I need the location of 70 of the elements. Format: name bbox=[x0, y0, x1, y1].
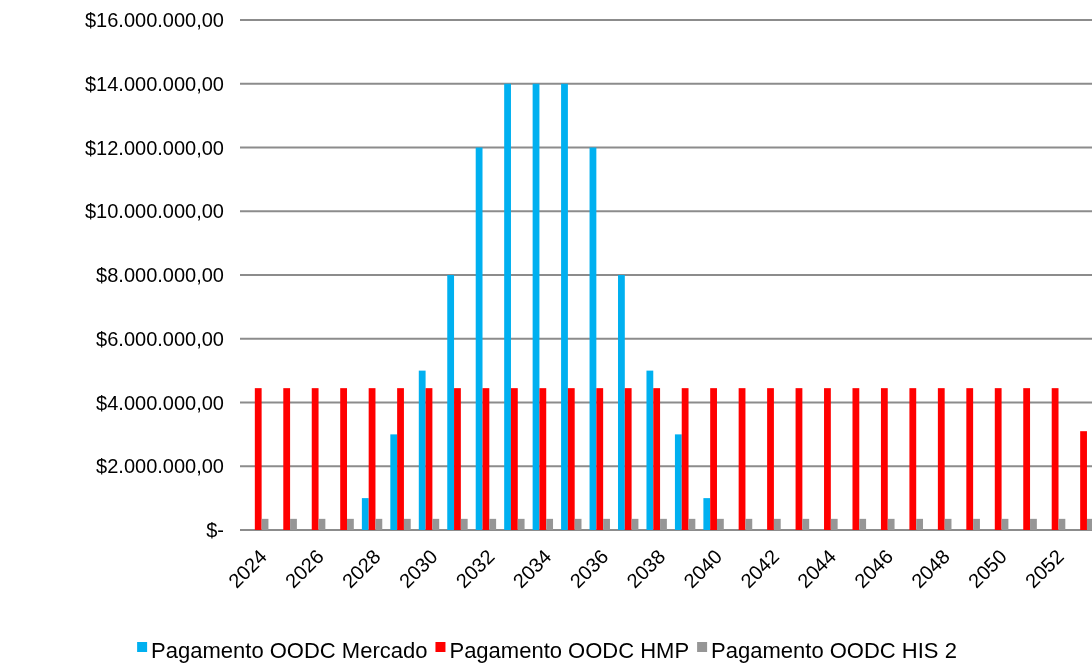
y-tick-label: $- bbox=[206, 519, 224, 541]
bar bbox=[454, 388, 461, 530]
bar bbox=[852, 388, 860, 530]
bar bbox=[283, 388, 291, 530]
bar bbox=[489, 518, 497, 530]
bar bbox=[340, 388, 348, 530]
y-tick-label: $12.000.000,00 bbox=[84, 136, 224, 159]
bar bbox=[716, 518, 724, 530]
y-tick-label: $8.000.000,00 bbox=[96, 264, 224, 286]
bar bbox=[937, 388, 945, 530]
y-tick-label: $4.000.000,00 bbox=[96, 391, 224, 414]
bar bbox=[703, 498, 711, 530]
bar bbox=[290, 518, 297, 530]
bar bbox=[802, 518, 810, 530]
bar bbox=[603, 518, 610, 530]
y-tick-label: $10.000.000,00 bbox=[84, 200, 224, 223]
y-tick-label: $16.000.000,00 bbox=[84, 9, 224, 31]
bar bbox=[311, 388, 319, 530]
bar bbox=[561, 83, 568, 530]
bar bbox=[773, 518, 781, 530]
bar bbox=[618, 275, 625, 530]
bar bbox=[397, 388, 404, 530]
bar bbox=[909, 388, 917, 530]
y-tick-label: $6.000.000,00 bbox=[96, 327, 224, 350]
bar bbox=[254, 388, 262, 530]
bar bbox=[596, 388, 604, 530]
bar bbox=[681, 388, 689, 530]
legend-label: Pagamento OODC HMP bbox=[449, 637, 690, 663]
bar bbox=[1080, 431, 1087, 530]
bar bbox=[887, 518, 895, 530]
y-tick-label: $14.000.000,00 bbox=[84, 72, 224, 95]
bar bbox=[347, 518, 354, 530]
bar bbox=[504, 83, 511, 530]
bar bbox=[973, 518, 980, 530]
bar bbox=[418, 370, 426, 530]
bar bbox=[390, 434, 398, 530]
bar bbox=[517, 518, 525, 530]
bar bbox=[375, 518, 383, 530]
bar bbox=[624, 388, 632, 530]
bar bbox=[539, 388, 547, 530]
bar bbox=[859, 518, 867, 530]
bar bbox=[1086, 518, 1092, 530]
bar bbox=[830, 518, 838, 530]
bar bbox=[966, 388, 974, 530]
bar bbox=[1023, 388, 1031, 530]
legend-label: Pagamento OODC HIS 2 bbox=[711, 637, 957, 663]
bar bbox=[916, 518, 924, 530]
bar bbox=[660, 518, 667, 530]
bar bbox=[510, 388, 518, 530]
bar bbox=[403, 518, 411, 530]
legend-label: Pagamento OODC Mercado bbox=[151, 637, 428, 663]
bar bbox=[1030, 518, 1037, 530]
bar bbox=[567, 388, 575, 530]
bar bbox=[1051, 388, 1059, 530]
bar bbox=[767, 388, 774, 530]
bar bbox=[646, 370, 654, 530]
bar bbox=[880, 388, 888, 530]
bar bbox=[460, 518, 468, 530]
bar bbox=[745, 518, 753, 530]
y-tick-label: $2.000.000,00 bbox=[96, 455, 224, 478]
bar bbox=[546, 518, 554, 530]
bar bbox=[824, 388, 831, 530]
bar bbox=[432, 518, 440, 530]
bar bbox=[361, 498, 369, 530]
bar bbox=[447, 275, 455, 530]
bar bbox=[710, 388, 717, 530]
bar bbox=[674, 434, 682, 530]
bar bbox=[994, 388, 1002, 530]
bar bbox=[653, 388, 661, 530]
bar bbox=[475, 147, 483, 530]
